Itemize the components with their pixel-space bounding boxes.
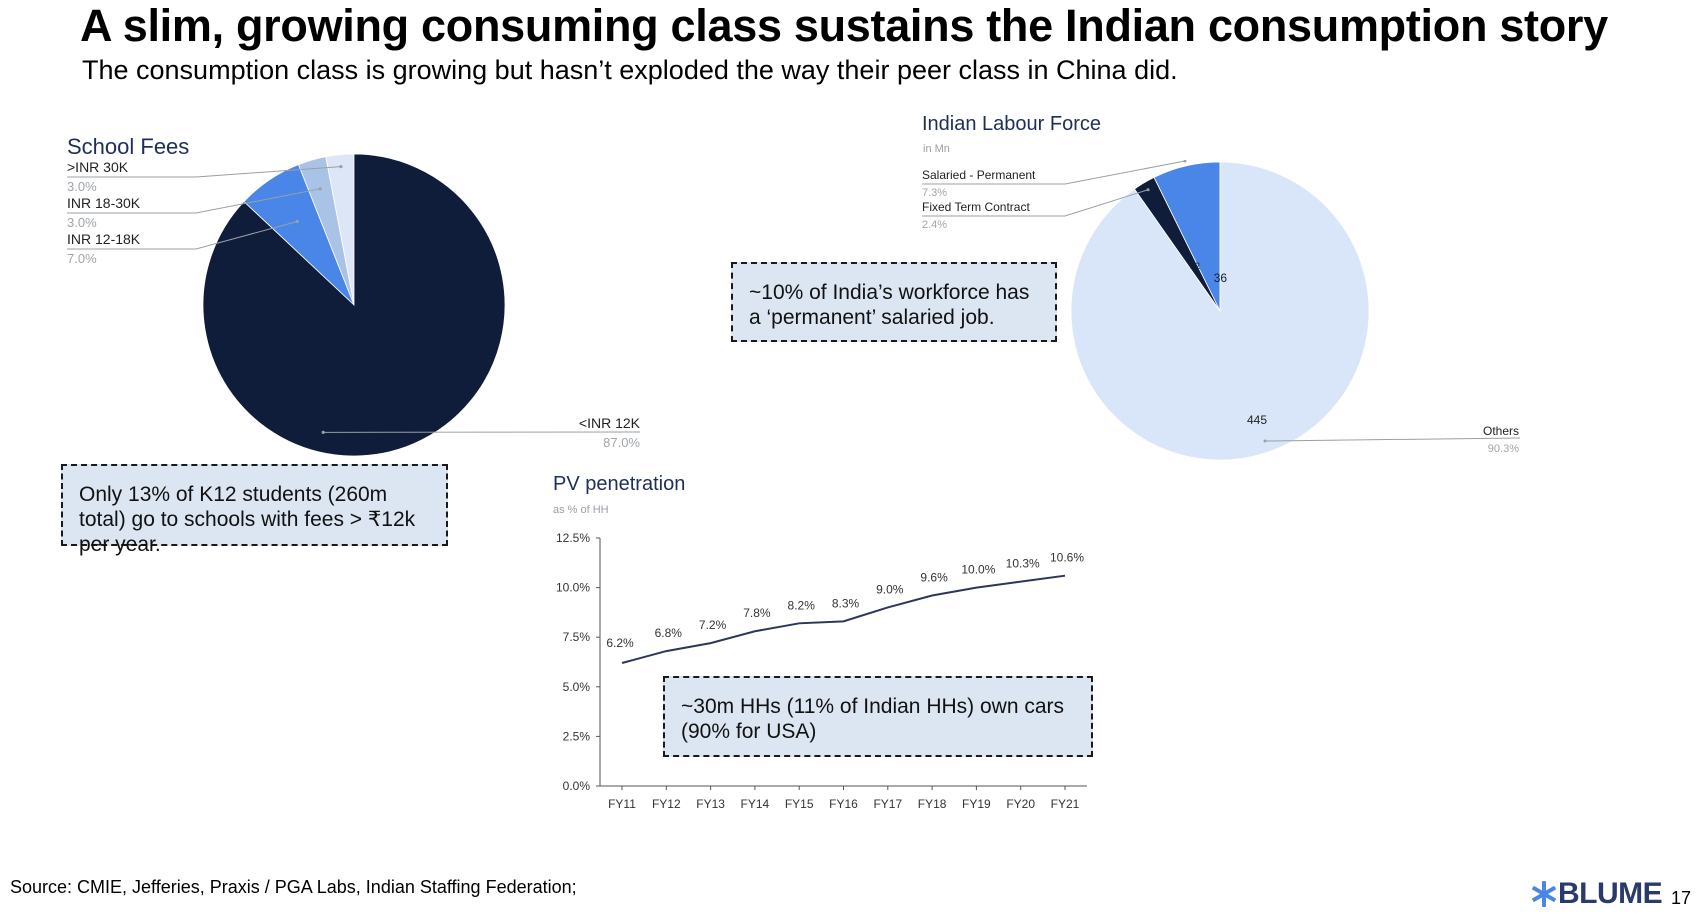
value-label-others: 445 — [1247, 413, 1267, 427]
pct-others: 90.3% — [1488, 443, 1519, 455]
leader-inr-18-30k — [67, 188, 321, 214]
page-title: A slim, growing consuming class sustains… — [80, 0, 1608, 51]
x-tick-label: FY20 — [1006, 797, 1035, 811]
x-tick-label: FY14 — [741, 797, 770, 811]
y-tick-label: 10.0% — [556, 581, 590, 595]
leader-dot-inr-30k — [339, 165, 343, 169]
label-inr-30k: >INR 30K — [67, 159, 129, 175]
x-tick-label: FY13 — [696, 797, 725, 811]
pv-penetration-title: PV penetration — [553, 473, 686, 495]
leader-others — [1264, 437, 1521, 442]
pv-penetration-line-chart: 0.0% 2.5% 5.0% 7.5% 10.0% 12.5% FY11 FY12 FY13 FY… — [556, 531, 1087, 811]
leader-fixed-term-contract — [922, 189, 1149, 217]
source-note: Source: CMIE, Jefferies, Praxis / PGA La… — [10, 877, 577, 897]
x-tick-label: FY19 — [962, 797, 991, 811]
value-label-fixed-term-contract: 12 — [1190, 261, 1200, 271]
pv-penetration-unit: as % of HH — [553, 504, 609, 516]
pct-inr-12k: 87.0% — [603, 435, 640, 450]
data-label: 9.6% — [920, 571, 948, 585]
leader-salaried-permanent — [922, 160, 1186, 185]
label-inr-18-30k: INR 18-30K — [67, 195, 141, 211]
y-tick-label: 7.5% — [563, 630, 591, 644]
pct-inr-12-18k: 7.0% — [67, 251, 97, 266]
leader-dot-inr-12k — [321, 430, 325, 434]
data-label: 9.0% — [876, 582, 904, 596]
data-label: 10.6% — [1050, 551, 1084, 565]
page-number: 17 — [1671, 888, 1692, 908]
data-label: 7.8% — [743, 606, 771, 620]
y-tick-label: 5.0% — [563, 680, 591, 694]
labour-force-pie-chart: 36 12 445 Salaried - Permanent 7.3%Fixed Ter… — [922, 160, 1521, 461]
slice-inr-12k — [202, 153, 506, 457]
slice-others — [1070, 161, 1370, 461]
x-tick-label: FY18 — [918, 797, 947, 811]
leader-dot-salaried-permanent — [1183, 160, 1187, 163]
label-salaried-permanent: Salaried - Permanent — [922, 168, 1036, 182]
data-label: 7.2% — [699, 618, 727, 632]
labour-force-callout: ~10% of India’s workforce has a ‘permane… — [731, 262, 1057, 342]
labour-force-unit: in Mn — [923, 143, 950, 155]
blume-logo-icon — [1532, 881, 1556, 907]
label-inr-12k: <INR 12K — [579, 415, 641, 431]
label-others: Others — [1483, 424, 1519, 438]
x-tick-label: FY16 — [829, 797, 858, 811]
data-label: 8.3% — [832, 596, 860, 610]
leader-dot-others — [1263, 439, 1267, 443]
labour-force-title: Indian Labour Force — [922, 113, 1102, 135]
blume-logo: BLUME — [1532, 877, 1663, 911]
school-fees-title: School Fees — [67, 134, 190, 159]
leader-inr-30k — [67, 166, 341, 178]
pct-salaried-permanent: 7.3% — [922, 187, 947, 199]
leader-dot-fixed-term-contract — [1146, 188, 1150, 192]
pct-inr-30k: 3.0% — [67, 179, 97, 194]
leader-dot-inr-18-30k — [318, 187, 322, 191]
x-tick-label: FY15 — [785, 797, 814, 811]
series-line — [621, 574, 1066, 664]
label-inr-12-18k: INR 12-18K — [67, 231, 141, 247]
y-tick-label: 0.0% — [563, 779, 591, 793]
x-tick-label: FY21 — [1051, 797, 1080, 811]
data-label: 6.8% — [655, 626, 683, 640]
y-tick-label: 12.5% — [556, 531, 590, 545]
leader-dot-inr-12-18k — [295, 219, 299, 224]
pct-fixed-term-contract: 2.4% — [922, 219, 947, 231]
data-label: 10.0% — [961, 563, 995, 577]
value-label-salaried-permanent: 36 — [1214, 271, 1228, 285]
y-tick-label: 2.5% — [563, 729, 591, 743]
data-label: 8.2% — [788, 598, 816, 612]
school-fees-callout: Only 13% of K12 students (260m total) go… — [61, 464, 448, 556]
x-tick-label: FY11 — [608, 797, 636, 811]
data-label: 6.2% — [606, 636, 634, 650]
x-tick-label: FY17 — [873, 797, 902, 811]
page-subtitle: The consumption class is growing but has… — [82, 55, 1178, 85]
x-tick-label: FY12 — [652, 797, 681, 811]
blume-logo-text: BLUME — [1558, 877, 1663, 910]
leader-inr-12-18k — [67, 220, 298, 250]
data-label: 10.3% — [1006, 557, 1040, 571]
pv-penetration-callout: ~30m HHs (11% of Indian HHs) own cars (9… — [663, 676, 1093, 757]
pct-inr-18-30k: 3.0% — [67, 215, 97, 230]
label-fixed-term-contract: Fixed Term Contract — [922, 200, 1030, 214]
